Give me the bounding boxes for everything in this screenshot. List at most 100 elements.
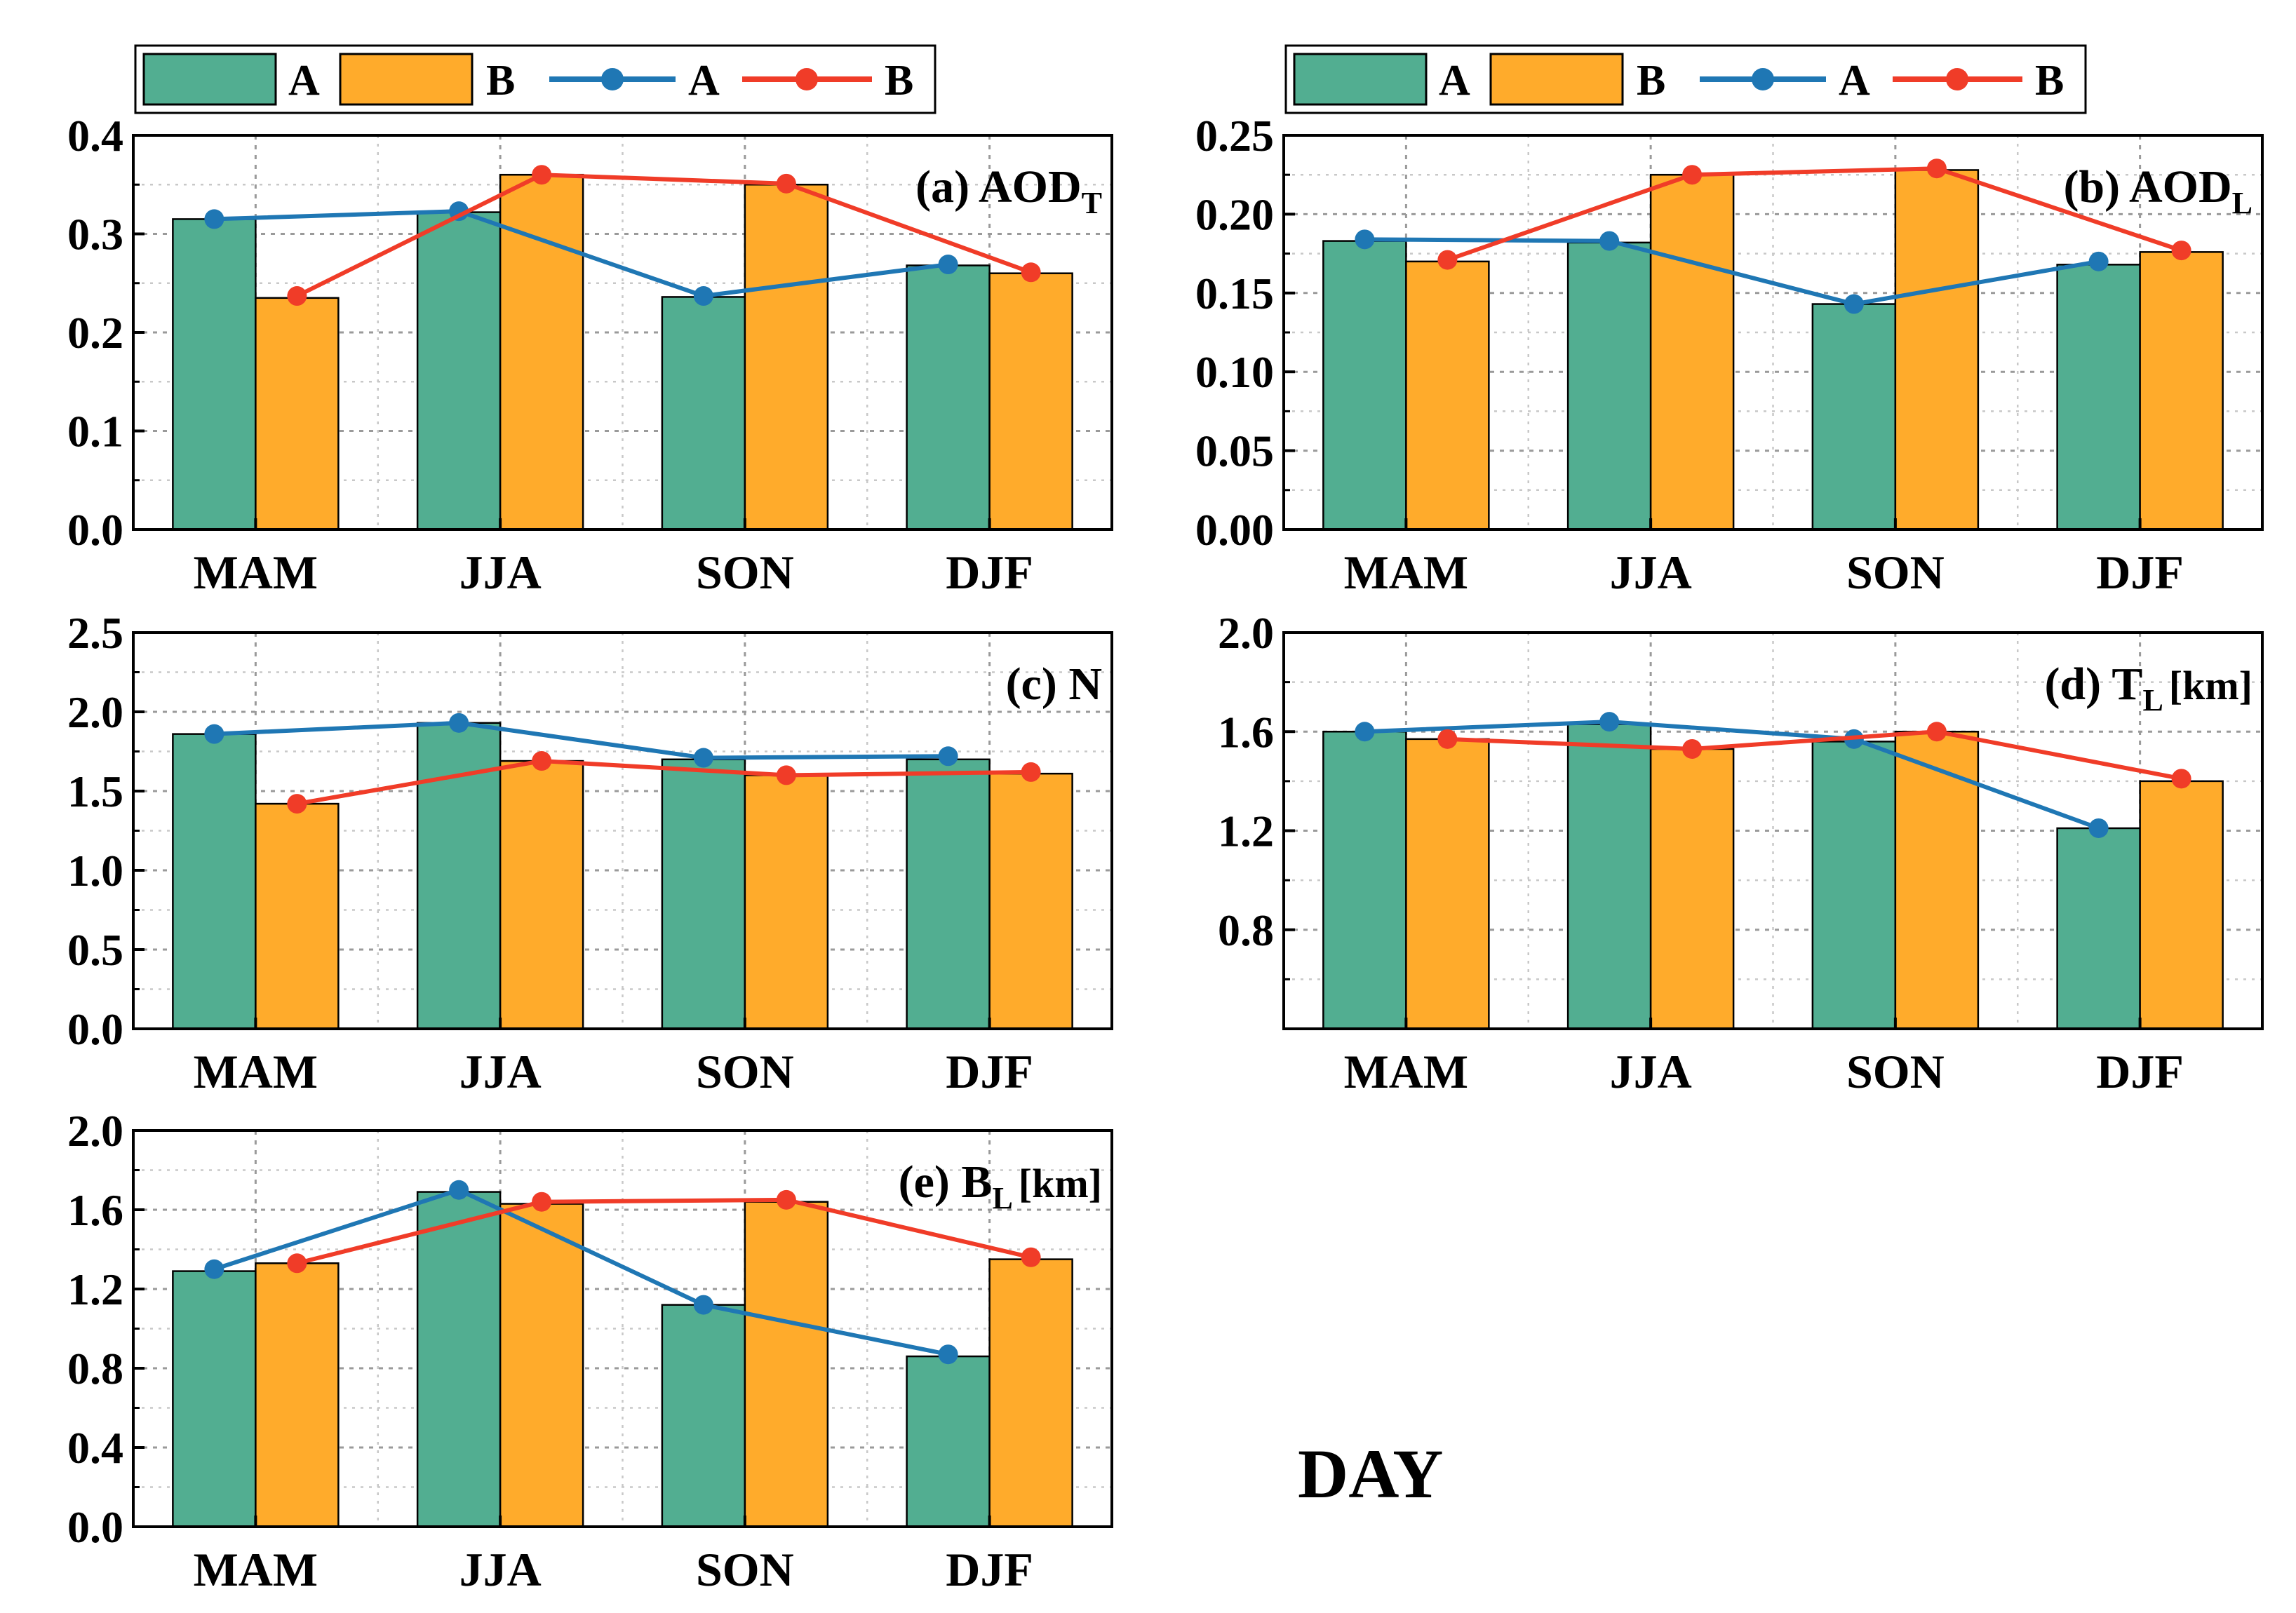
y-tick-label: 1.0 (67, 846, 123, 896)
line-point-b-son (1926, 722, 1947, 742)
chart-panel-d: 0.8 1.2 1.6 2.0 MAM JJA SON DJF (d) TL [km] (1218, 608, 2264, 1098)
panel-title: (b) AODL (2063, 161, 2253, 220)
line-point-a-mam (1355, 229, 1375, 250)
y-tick-label: 0.8 (67, 1344, 123, 1393)
line-point-b-jja (532, 1192, 552, 1212)
legend-swatch-bar-a (142, 53, 277, 106)
panel-title-unit: [km] (1019, 1161, 1102, 1206)
bar-b-son (1894, 169, 1980, 531)
y-tick-label: 0.1 (67, 407, 123, 457)
bar-a-mam (1322, 240, 1407, 531)
series-line-b (296, 1197, 1032, 1266)
legend-swatch-bar-b (1489, 53, 1624, 106)
bar-b-djf (988, 772, 1073, 1030)
panel-title-main: (e) B (899, 1156, 993, 1208)
bar-a-mam (172, 733, 257, 1030)
x-tick-label-mam: MAM (194, 546, 318, 599)
bar-b-son (1894, 731, 1980, 1030)
line-point-b-djf (1021, 1247, 1041, 1267)
y-tick-label: 0.4 (67, 111, 123, 161)
panel-title-main: (a) AOD (915, 161, 1081, 212)
y-tick-label: 1.6 (67, 1185, 123, 1235)
line-point-b-mam (287, 794, 307, 814)
bar-b-djf (988, 272, 1073, 531)
bar-a-jja (416, 1191, 502, 1528)
y-tick-label: 1.2 (1218, 806, 1274, 856)
series-line-a (214, 720, 948, 760)
x-tick-label-jja: JJA (1610, 546, 1692, 599)
panel-title-unit: [km] (2169, 663, 2253, 708)
y-tick-label: 0.0 (67, 1502, 123, 1552)
x-tick-label-son: SON (696, 1045, 794, 1098)
line-point-a-son (693, 1295, 713, 1315)
y-tick-label: 0.10 (1195, 347, 1274, 397)
legend-label-bar-a: A (288, 57, 320, 104)
line-point-b-jja (1682, 165, 1703, 185)
series-line-b (296, 759, 1031, 806)
line-point-a-mam (204, 724, 224, 744)
y-tick-label: 1.2 (67, 1264, 123, 1314)
bar-b-mam (255, 802, 340, 1030)
bar-a-jja (416, 211, 502, 531)
legend-label-bar-b: B (1637, 57, 1665, 104)
bar-a-jja (1566, 241, 1652, 531)
legend-marker-b (1946, 68, 1968, 90)
line-point-b-djf (2171, 241, 2191, 261)
chart-panel-a: 0.0 0.1 0.2 0.3 0.4 MAM JJA SON DJF (a) AODT (67, 111, 1113, 599)
line-point-a-jja (1599, 712, 1620, 732)
bar-a-son (661, 758, 746, 1030)
y-tick-label: 0.2 (67, 308, 123, 358)
x-tick-label-jja: JJA (1610, 1045, 1692, 1098)
bar-a-son (661, 1304, 746, 1528)
line-point-a-son (1844, 294, 1864, 314)
line-point-a-jja (1599, 231, 1620, 251)
line-point-a-jja (449, 1180, 469, 1200)
line-point-b-mam (287, 1253, 307, 1274)
y-tick-label: 0.0 (67, 1004, 123, 1054)
y-tick-label: 2.0 (1218, 608, 1274, 658)
bar-a-mam (172, 1270, 257, 1528)
line-point-a-mam (204, 209, 224, 229)
legend-swatch-bar-a (1293, 53, 1428, 106)
bar-b-mam (1405, 260, 1490, 531)
y-tick-label: 0.20 (1195, 189, 1274, 239)
panel-title: (e) BL [km] (899, 1156, 1102, 1215)
line-point-b-jja (532, 165, 552, 185)
panel-title-main: (d) T (2044, 659, 2142, 710)
line-point-b-djf (1021, 262, 1041, 283)
bar-b-mam (255, 1262, 340, 1528)
y-tick-label: 2.5 (67, 608, 123, 658)
bar-b-djf (2139, 780, 2224, 1030)
line-point-a-son (693, 748, 713, 768)
line-point-b-mam (1437, 729, 1458, 749)
line-point-a-djf (2088, 251, 2109, 271)
bar-a-jja (1566, 723, 1652, 1030)
x-tick-label-jja: JJA (459, 546, 542, 599)
bar-b-jja (499, 1203, 584, 1528)
bar-b-son (744, 184, 829, 531)
series-line-b (1446, 166, 2182, 262)
bar-a-djf (906, 1355, 991, 1528)
bar-b-jja (499, 760, 584, 1030)
bar-a-djf (2056, 264, 2141, 531)
legend-swatch-bar-b (339, 53, 474, 106)
y-tick-label: 2.0 (67, 1106, 123, 1156)
bar-b-son (744, 1201, 829, 1528)
bar-b-mam (1405, 738, 1490, 1030)
line-point-b-mam (1437, 250, 1458, 270)
legend-label-bar-b: B (486, 57, 515, 104)
x-tick-label-son: SON (1846, 546, 1945, 599)
bar-a-djf (906, 264, 991, 531)
panel-title: (c) N (1006, 659, 1102, 710)
y-tick-label: 0.3 (67, 210, 123, 259)
series-line-a (1364, 720, 2100, 830)
panel-title-subscript: L (2232, 186, 2253, 220)
line-point-b-son (776, 765, 796, 785)
chart-panel-c: 0.0 0.5 1.0 1.5 2.0 2.5 MAM JJA SON DJF (c) N (67, 608, 1113, 1098)
y-tick-label: 0.8 (1218, 905, 1274, 955)
x-tick-label-djf: DJF (946, 546, 1033, 599)
bar-a-son (1811, 303, 1897, 531)
